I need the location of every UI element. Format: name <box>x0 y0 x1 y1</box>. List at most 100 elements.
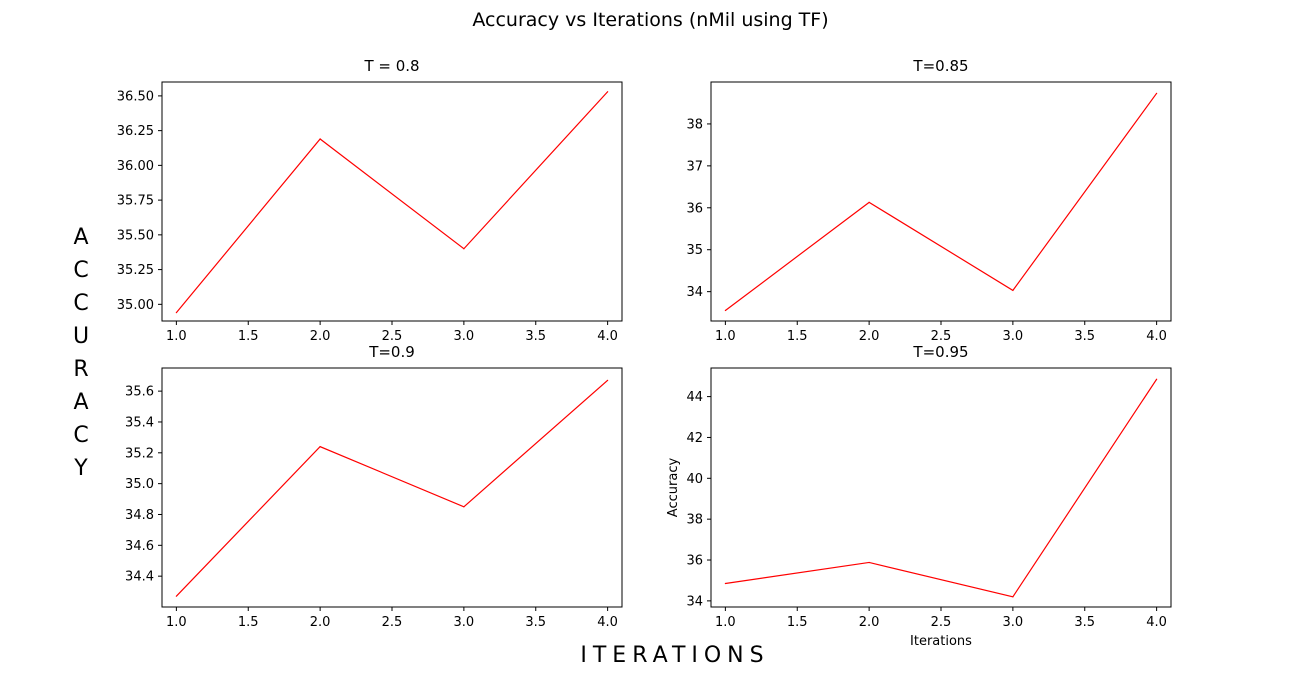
subplot-title: T=0.85 <box>912 57 968 75</box>
axes-frame <box>161 367 623 608</box>
data-point <box>1156 92 1158 94</box>
y-tick-label: 36.25 <box>117 124 154 139</box>
x-tick-label: 3.0 <box>1003 329 1024 344</box>
axes-frame <box>710 81 1172 322</box>
y-tick-label: 35.75 <box>117 194 154 209</box>
figure-title: Accuracy vs Iterations (nMil using TF) <box>472 9 829 31</box>
x-tick-label: 2.0 <box>310 329 331 344</box>
y-tick-label: 40 <box>686 472 703 487</box>
x-tick-label: 3.5 <box>525 329 546 344</box>
data-point <box>724 309 726 312</box>
figure-ylabel-letter: U <box>72 324 90 349</box>
x-tick-label: 2.0 <box>310 615 331 630</box>
axes-frame <box>161 81 623 322</box>
figure-ylabel-letter: A <box>73 225 89 250</box>
x-tick-label: 1.0 <box>715 615 736 630</box>
y-tick-label: 34.4 <box>125 570 154 585</box>
x-tick-label: 3.5 <box>1074 615 1095 630</box>
y-tick-label: 34 <box>686 594 703 609</box>
data-point <box>319 138 321 140</box>
y-tick-label: 44 <box>686 390 703 405</box>
x-tick-label: 1.0 <box>715 329 736 344</box>
figure-ylabel-letter: R <box>73 357 89 382</box>
x-tick-label: 1.5 <box>238 329 259 344</box>
x-tick-label: 2.5 <box>382 615 403 630</box>
subplot: T=0.85 1.0 1.5 2.0 2.5 3.0 3.5 4.0 34 35 36 37 38 <box>686 57 1172 344</box>
y-tick-label: 35.50 <box>117 228 154 243</box>
y-tick-label: 37 <box>686 159 703 174</box>
y-tick-label: 34.8 <box>125 508 154 523</box>
y-axis-label: Accuracy <box>666 458 681 518</box>
subplot-title: T=0.9 <box>368 343 415 361</box>
y-tick-label: 42 <box>686 431 703 446</box>
y-tick-label: 35.00 <box>117 298 154 313</box>
x-tick-label: 3.5 <box>525 615 546 630</box>
x-tick-label: 3.0 <box>454 615 475 630</box>
series-line <box>725 92 1158 311</box>
x-tick-label: 4.0 <box>1146 329 1167 344</box>
x-tick-label: 4.0 <box>597 615 618 630</box>
figure-ylabel-letter: Y <box>74 456 88 481</box>
data-point <box>724 582 726 585</box>
y-tick-label: 35.6 <box>125 385 154 400</box>
y-tick-label: 36 <box>686 554 703 569</box>
series-line <box>175 379 609 597</box>
x-tick-label: 3.0 <box>454 329 475 344</box>
x-tick-label: 2.0 <box>859 329 880 344</box>
y-tick-label: 35.0 <box>125 477 154 492</box>
y-tick-label: 34.6 <box>125 539 154 554</box>
x-tick-label: 1.5 <box>238 615 259 630</box>
y-tick-label: 35.4 <box>125 415 154 430</box>
data-point <box>1012 289 1014 291</box>
x-tick-label: 1.5 <box>787 615 808 630</box>
data-point <box>463 248 465 250</box>
figure-ylabel-letter: A <box>73 390 89 415</box>
y-tick-label: 36 <box>686 201 703 216</box>
data-point <box>868 561 870 564</box>
x-tick-label: 2.5 <box>931 615 952 630</box>
subplot-title: T=0.95 <box>912 343 968 361</box>
x-tick-label: 2.0 <box>859 615 880 630</box>
figure-xlabel: ITERATIONS <box>580 643 770 668</box>
data-point <box>175 312 177 314</box>
data-point <box>607 379 609 381</box>
x-tick-label: 2.5 <box>931 329 952 344</box>
x-tick-label: 3.5 <box>1074 329 1095 344</box>
series-line <box>175 91 609 314</box>
data-point <box>1012 596 1014 598</box>
y-tick-label: 34 <box>686 285 703 300</box>
y-tick-label: 38 <box>686 513 703 528</box>
data-point <box>868 201 870 203</box>
y-tick-label: 35.25 <box>117 263 154 278</box>
data-point <box>1156 378 1158 380</box>
figure-ylabel-letter: C <box>73 258 89 283</box>
subplot: T=0.9 1.0 1.5 2.0 2.5 3.0 3.5 4.0 34.4 34.6 34.8 35… <box>125 343 623 630</box>
y-tick-label: 38 <box>686 117 703 132</box>
x-tick-label: 1.0 <box>166 615 187 630</box>
x-tick-label: 3.0 <box>1003 615 1024 630</box>
y-tick-label: 35.2 <box>125 446 154 461</box>
x-tick-label: 4.0 <box>1146 615 1167 630</box>
y-tick-label: 35 <box>686 243 703 258</box>
figure-ylabel-letter: C <box>73 291 89 316</box>
series-line <box>725 378 1158 598</box>
x-tick-label: 4.0 <box>597 329 618 344</box>
x-axis-label: Iterations <box>910 634 972 649</box>
x-tick-label: 2.5 <box>382 329 403 344</box>
axes-frame <box>710 367 1172 608</box>
y-tick-label: 36.50 <box>117 89 154 104</box>
subplot-title: T = 0.8 <box>363 57 419 75</box>
subplot: T = 0.8 1.0 1.5 2.0 2.5 3.0 3.5 4.0 35.00 35.25 35… <box>117 57 623 344</box>
subplot: T=0.95 1.0 1.5 2.0 2.5 3.0 3.5 4.0 34 36 38 40 42 44 I… <box>666 343 1172 649</box>
data-point <box>175 595 177 597</box>
data-point <box>319 446 321 448</box>
x-tick-label: 1.0 <box>166 329 187 344</box>
y-tick-label: 36.00 <box>117 159 154 174</box>
data-point <box>463 506 465 508</box>
x-tick-label: 1.5 <box>787 329 808 344</box>
data-point <box>607 91 609 93</box>
figure-ylabel-letter: C <box>73 423 89 448</box>
